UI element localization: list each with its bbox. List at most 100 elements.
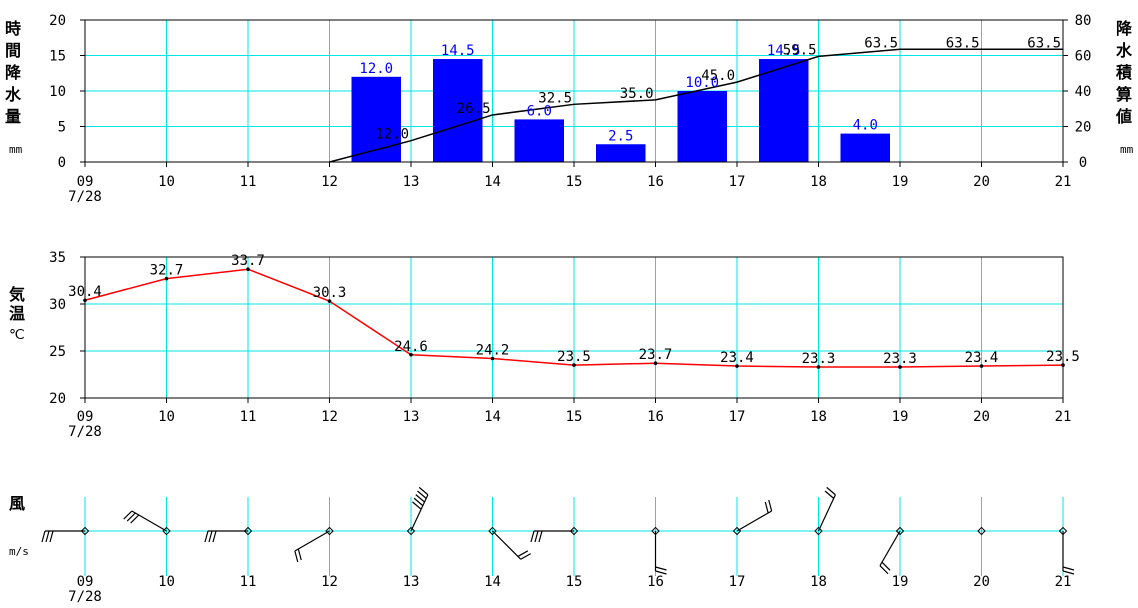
wind-x-tick-19: 19 [892,574,909,590]
precipitation-bars [351,59,890,162]
temp-label-16: 23.7 [639,347,673,363]
precip-bar-label-16: 2.5 [608,128,633,144]
precip-y-tick-20: 20 [49,13,66,29]
precipitation-cumulative-line [329,48,1063,163]
temp-label-15: 23.5 [557,349,591,365]
precip-x-tick-09: 09 [77,174,94,190]
precip-x-tick-11: 11 [240,174,257,190]
temp-label-10: 32.7 [150,263,184,279]
precip-ylabel-char-4: 量 [5,107,21,126]
wind-feather-10-1 [126,512,136,522]
wind-x-tick-15: 15 [566,574,583,590]
temp-point-14 [490,356,495,361]
precip-y-tick-15: 15 [49,49,66,65]
precip-cumulative-polyline [329,48,1063,163]
wind-staff-19 [879,530,901,566]
wind-staff-14 [492,530,522,560]
temp-point-19 [898,365,902,369]
precip-y-tick-0: 0 [58,155,66,171]
precip-x-tick-14: 14 [484,174,501,190]
precip-y2label-unit: mm [1120,143,1134,156]
precip-x-tick-16: 16 [647,174,664,190]
temp-point-18 [816,365,821,369]
wind-feather-10-0 [123,510,133,520]
precip-y2label-char-4: 値 [1115,107,1132,126]
precip-bar-14 [433,59,483,162]
wind-feather-17-0 [768,499,773,512]
wind-staff-18 [817,494,836,532]
wind-feather-13-1 [417,490,427,499]
wind-feather-11-2 [212,530,217,543]
precip-cumulative-label-13: 12.0 [375,127,409,143]
temp-x-tick-19: 19 [892,409,909,425]
wind-panel: 09 10 11 12 13 14 15 16 17 18 19 20 21 7/28 [41,486,1075,605]
temp-label-17: 23.4 [720,350,754,366]
precip-cumulative-label-21: 63.5 [1027,35,1061,51]
wind-ylabel: 風 [9,494,25,513]
precip-y2-tick-80: 80 [1075,13,1092,29]
wind-feather-17-1 [764,501,769,514]
temp-ylabel-char-0: 気 [9,285,25,304]
temp-x-tick-11: 11 [240,409,257,425]
wind-station-18 [814,526,823,536]
temp-x-tick-10: 10 [158,409,175,425]
precipitation-grid [85,20,1063,162]
wind-feather-13-2 [415,494,425,503]
wind-feather-13-0 [418,486,429,496]
wind-station-9 [80,526,90,536]
temperature-axes: 20 25 30 35 09 10 11 12 13 14 15 16 17 18 19 20 21 7/28 [49,250,1071,440]
precip-date-label: 7/28 [68,189,102,205]
precip-ylabel-char-0: 時 [5,19,21,38]
temp-y-tick-30: 30 [49,297,66,313]
wind-station-10 [162,526,171,536]
precip-bar-label-17: 10.0 [685,75,719,91]
temp-x-tick-20: 20 [973,409,990,425]
temp-x-tick-09: 09 [77,409,94,425]
wind-staff-13 [410,494,429,532]
wind-x-tick-16: 16 [647,574,664,590]
wind-feather-21-1 [1062,566,1075,571]
wind-barbs [41,486,1075,575]
precip-y2label-char-2: 積 [1115,63,1133,82]
temp-point-13 [409,352,413,357]
wind-station-13 [406,526,416,536]
temp-ylabel-unit: ℃ [9,327,25,343]
wind-feather-18-1 [824,490,835,499]
wind-x-tick-21: 21 [1055,574,1072,590]
temp-x-tick-18: 18 [810,409,827,425]
wind-feather-16-1 [655,566,667,571]
wind-feather-21-0 [1062,570,1075,575]
precip-y2-tick-40: 40 [1075,84,1092,100]
precip-bar-16 [596,144,646,162]
wind-date-label: 7/28 [68,589,102,605]
precip-bar-19 [840,133,890,162]
wind-station-17 [732,526,742,536]
precip-y-tick-5: 5 [58,120,66,136]
wind-station-11 [243,526,253,536]
wind-feather-13-3 [413,497,424,507]
wind-station-16 [651,526,660,536]
wind-x-tick-14: 14 [484,574,501,590]
precip-y-tick-10: 10 [49,84,66,100]
wind-x-tick-11: 11 [240,574,257,590]
wind-feather-9-0 [41,530,46,543]
precip-cumulative-label-19: 63.5 [864,35,898,51]
precip-bar-label-19: 4.0 [853,118,878,134]
wind-grid [84,497,1064,576]
precip-cumulative-label-18: 59.5 [783,42,817,58]
wind-station-20 [977,526,986,536]
precip-x-tick-21: 21 [1055,174,1072,190]
temp-label-20: 23.4 [965,350,999,366]
precip-y2-tick-60: 60 [1075,49,1092,65]
precip-x-tick-19: 19 [892,174,909,190]
wind-staff-10 [131,510,167,532]
precipitation-panel: 12.0 14.5 6.0 2.5 10.0 14.5 4.0 12.0 26.5 32.5 35.… [49,13,1091,205]
temp-x-tick-15: 15 [566,409,583,425]
precip-x-tick-10: 10 [158,174,175,190]
precip-cumulative-label-20: 63.5 [946,35,980,51]
temp-x-tick-12: 12 [321,409,338,425]
temp-x-tick-14: 14 [484,409,501,425]
temp-point-15 [572,363,576,367]
wind-x-tick-10: 10 [158,574,175,590]
